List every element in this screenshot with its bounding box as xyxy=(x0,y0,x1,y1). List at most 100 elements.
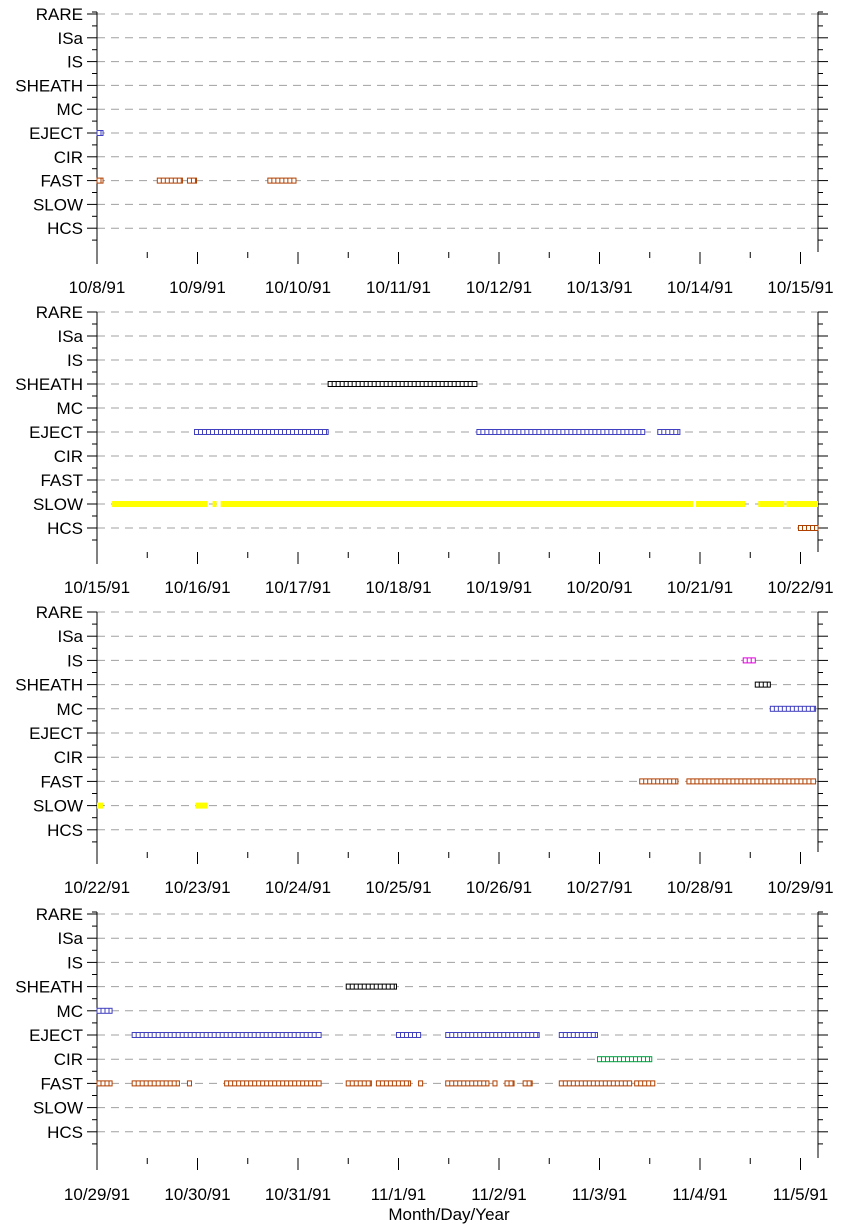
segment-bar xyxy=(504,1080,515,1087)
category-label-mc: MC xyxy=(57,100,83,119)
segment-bar xyxy=(758,501,785,507)
date-tick-label: 11/2/91 xyxy=(471,1185,526,1204)
category-label-is: IS xyxy=(67,53,83,72)
segment-fast xyxy=(492,1080,498,1087)
segment-slow xyxy=(212,501,217,507)
date-tick-label: 10/17/91 xyxy=(265,578,331,597)
segment-bar xyxy=(96,130,104,136)
category-label-is: IS xyxy=(67,651,83,670)
date-tick-label: 10/29/91 xyxy=(767,878,833,897)
date-tick-label: 10/29/91 xyxy=(64,1185,130,1204)
segment-bar xyxy=(742,657,756,664)
x-axis-title: Month/Day/Year xyxy=(388,1205,510,1224)
segment-slow xyxy=(195,802,208,809)
segment-sheath xyxy=(327,381,478,387)
category-label-cir: CIR xyxy=(54,748,83,767)
category-label-isa: ISa xyxy=(57,327,83,346)
panel-1: RARE ISa IS SHEATH MC EJECT CIR FAST SLOW HCS 10/8… xyxy=(15,5,833,297)
segment-eject xyxy=(476,429,646,435)
segment-eject xyxy=(558,1032,598,1038)
segment-fast xyxy=(634,1080,656,1087)
segment-slow xyxy=(97,802,104,809)
segment-sheath xyxy=(754,681,771,688)
category-label-cir: CIR xyxy=(54,1050,83,1069)
segment-mc xyxy=(96,1007,113,1014)
segment-bar xyxy=(97,802,104,809)
category-label-mc: MC xyxy=(57,700,83,719)
date-tick-label: 10/22/91 xyxy=(767,578,833,597)
date-tick-label: 10/16/91 xyxy=(164,578,230,597)
category-label-fast: FAST xyxy=(40,1074,83,1093)
date-tick-label: 10/13/91 xyxy=(566,278,632,297)
segment-slow xyxy=(112,501,208,507)
segment-bar xyxy=(186,177,197,184)
segment-cir xyxy=(596,1056,653,1063)
segment-hcs xyxy=(797,525,819,531)
date-tick-label: 10/30/91 xyxy=(164,1185,230,1204)
segment-bar xyxy=(596,1056,653,1063)
segment-bar xyxy=(156,177,183,184)
category-label-hcs: HCS xyxy=(47,1123,83,1142)
segment-fast xyxy=(639,778,679,785)
segment-fast xyxy=(445,1080,490,1087)
segment-eject xyxy=(193,429,329,435)
segment-bar xyxy=(634,1080,656,1087)
segment-bar xyxy=(492,1080,498,1087)
segment-slow xyxy=(695,501,700,507)
category-label-mc: MC xyxy=(57,399,83,418)
segment-bar xyxy=(327,381,478,387)
segment-slow xyxy=(220,501,693,507)
segment-fast xyxy=(186,177,197,184)
date-tick-label: 10/12/91 xyxy=(466,278,532,297)
segment-bar xyxy=(195,802,208,809)
segment-bar xyxy=(267,177,297,184)
category-label-fast: FAST xyxy=(40,471,83,490)
segment-bar xyxy=(220,501,693,507)
date-tick-label: 11/4/91 xyxy=(672,1185,727,1204)
category-label-sheath: SHEATH xyxy=(15,676,83,695)
date-tick-label: 10/20/91 xyxy=(566,578,632,597)
segment-bar xyxy=(212,501,217,507)
segment-bar xyxy=(522,1080,533,1087)
category-label-eject: EJECT xyxy=(29,1026,83,1045)
category-label-cir: CIR xyxy=(54,148,83,167)
segment-is xyxy=(742,657,756,664)
segment-bar xyxy=(131,1032,322,1038)
date-tick-label: 10/26/91 xyxy=(466,878,532,897)
segment-bar xyxy=(445,1080,490,1087)
segment-bar xyxy=(445,1032,540,1038)
category-label-isa: ISa xyxy=(57,29,83,48)
category-label-is: IS xyxy=(67,953,83,972)
category-label-eject: EJECT xyxy=(29,423,83,442)
segment-bar xyxy=(639,778,679,785)
date-tick-label: 10/25/91 xyxy=(365,878,431,897)
category-label-mc: MC xyxy=(57,1002,83,1021)
category-label-hcs: HCS xyxy=(47,219,83,238)
date-tick-label: 10/23/91 xyxy=(164,878,230,897)
segment-fast xyxy=(96,1080,113,1087)
category-label-rare: RARE xyxy=(36,5,83,24)
category-label-isa: ISa xyxy=(57,627,83,646)
date-tick-label: 10/15/91 xyxy=(64,578,130,597)
segment-bar xyxy=(700,501,746,507)
segment-bar xyxy=(418,1080,424,1087)
segment-fast xyxy=(345,1080,372,1087)
category-label-fast: FAST xyxy=(40,772,83,791)
segment-bar xyxy=(186,1080,192,1087)
category-label-slow: SLOW xyxy=(33,495,83,514)
segment-fast xyxy=(96,177,104,184)
date-tick-label: 10/15/91 xyxy=(767,278,833,297)
category-label-rare: RARE xyxy=(36,905,83,924)
category-label-eject: EJECT xyxy=(29,124,83,143)
segment-fast xyxy=(375,1080,412,1087)
segment-bar xyxy=(375,1080,412,1087)
segment-fast xyxy=(186,1080,192,1087)
segment-bar xyxy=(797,525,819,531)
category-label-hcs: HCS xyxy=(47,821,83,840)
segment-eject xyxy=(96,130,104,136)
category-label-slow: SLOW xyxy=(33,797,83,816)
segment-bar xyxy=(345,1080,372,1087)
segment-fast xyxy=(131,1080,180,1087)
panel-3: RARE ISa IS SHEATH MC EJECT CIR FAST SLOW HCS 10/2… xyxy=(15,603,833,897)
